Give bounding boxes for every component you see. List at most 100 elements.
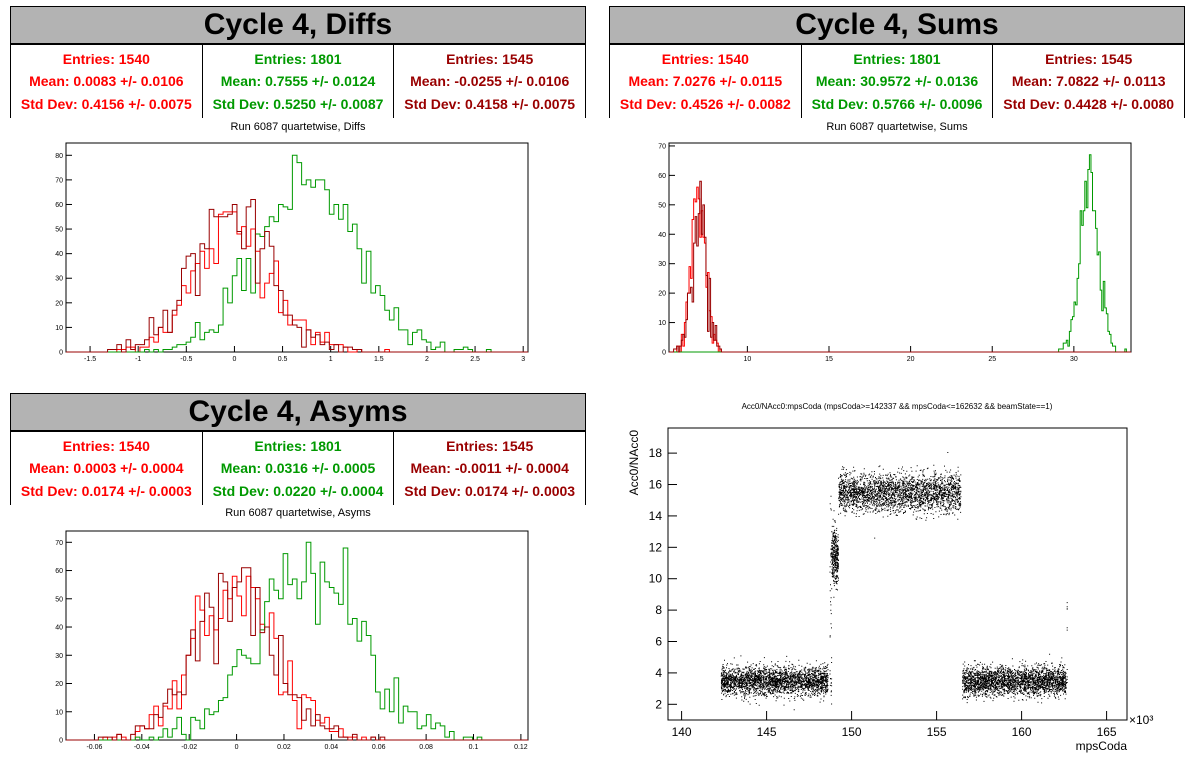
scatter-xlabel: mpsCoda xyxy=(1076,739,1128,753)
sums-ytick-label: 70 xyxy=(658,143,666,150)
asyms-xtick-label: 0.02 xyxy=(277,744,291,751)
asyms-xtick-label: 0.1 xyxy=(469,744,479,751)
sums-series-2 xyxy=(669,180,1131,353)
diffs-ytick-label: 40 xyxy=(55,251,63,258)
diffs-ytick-label: 80 xyxy=(55,153,63,160)
asyms-title: Cycle 4, Asyms xyxy=(10,393,586,431)
std-label: Std Dev: 0.0174 +/- 0.0003 xyxy=(404,482,576,499)
diffs-ytick-label: 20 xyxy=(55,300,63,307)
diffs-stat-red: Entries: 1540 Mean: 0.0083 +/- 0.0106 Std … xyxy=(11,45,203,118)
sums-stat-green: Entries: 1801 Mean: 30.9572 +/- 0.0136 Std… xyxy=(802,45,994,118)
mean-label: Mean: 0.0083 +/- 0.0106 xyxy=(29,73,184,90)
diffs-xtick-label: -0.5 xyxy=(180,356,192,363)
asyms-stat-green: Entries: 1801 Mean: 0.0316 +/- 0.0005 Std … xyxy=(203,432,395,505)
scatter-xtick-label: 140 xyxy=(672,725,692,739)
std-label: Std Dev: 0.5250 +/- 0.0087 xyxy=(212,95,384,112)
scatter-ytick-label: 16 xyxy=(649,478,663,492)
scatter-ytick-label: 18 xyxy=(649,446,663,460)
mean-label: Mean: -0.0011 +/- 0.0004 xyxy=(410,460,569,477)
diffs-xtick-label: 2.5 xyxy=(470,356,480,363)
diffs-xtick-label: 2 xyxy=(425,356,429,363)
mean-label: Mean: 7.0822 +/- 0.0113 xyxy=(1011,73,1166,90)
diffs-ytick-label: 70 xyxy=(55,177,63,184)
sums-series-0 xyxy=(669,186,1131,353)
diffs-ytick-label: 60 xyxy=(55,202,63,209)
diffs-xtick-label: 1.5 xyxy=(374,356,384,363)
asyms-ytick-label: 0 xyxy=(59,738,63,745)
sums-ytick-label: 50 xyxy=(658,202,666,209)
sums-stat-red: Entries: 1540 Mean: 7.0276 +/- 0.0115 Std … xyxy=(610,45,802,118)
asyms-xtick-label: 0.04 xyxy=(325,744,339,751)
sums-ytick-label: 20 xyxy=(658,291,666,298)
sums-xtick-label: 15 xyxy=(825,356,833,363)
asyms-xtick-label: 0.08 xyxy=(419,744,433,751)
asyms-ytick-label: 30 xyxy=(55,653,63,660)
sums-xtick-label: 25 xyxy=(988,356,996,363)
scatter-title: Acc0/NAcc0:mpsCoda (mpsCoda>=142337 && m… xyxy=(741,402,1053,411)
sums-xtick-label: 10 xyxy=(743,356,751,363)
sums-subtitle: Run 6087 quartetwise, Sums xyxy=(826,121,968,133)
scatter-xtick-label: 150 xyxy=(842,725,862,739)
std-label: Std Dev: 0.4526 +/- 0.0082 xyxy=(619,95,791,112)
scatter-ytick-label: 14 xyxy=(649,509,663,523)
asyms-xtick-label: 0 xyxy=(235,744,239,751)
asyms-series-0 xyxy=(66,575,528,741)
scatter-xtick-label: 155 xyxy=(927,725,947,739)
asyms-ytick-label: 50 xyxy=(55,596,63,603)
asyms-xtick-label: -0.04 xyxy=(134,744,150,751)
entries-label: Entries: 1545 xyxy=(446,51,534,68)
sums-series-1 xyxy=(669,154,1131,353)
scatter-ytick-label: 6 xyxy=(655,635,662,649)
asyms-ytick-label: 60 xyxy=(55,568,63,575)
asyms-xtick-label: 0.06 xyxy=(372,744,386,751)
sums-ytick-label: 40 xyxy=(658,232,666,239)
diffs-stat-green: Entries: 1801 Mean: 0.7555 +/- 0.0124 Std … xyxy=(203,45,395,118)
asyms-ytick-label: 10 xyxy=(55,709,63,716)
diffs-subtitle: Run 6087 quartetwise, Diffs xyxy=(230,121,366,133)
std-label: Std Dev: 0.4428 +/- 0.0080 xyxy=(1003,95,1175,112)
asyms-ytick-label: 40 xyxy=(55,625,63,632)
std-label: Std Dev: 0.0174 +/- 0.0003 xyxy=(20,482,192,499)
diffs-ytick-label: 50 xyxy=(55,227,63,234)
sums-stats: Entries: 1540 Mean: 7.0276 +/- 0.0115 Std … xyxy=(609,44,1185,118)
scatter-xtick-label: 165 xyxy=(1097,725,1117,739)
diffs-title: Cycle 4, Diffs xyxy=(10,6,586,44)
diffs-series-1 xyxy=(66,154,528,353)
scatter-ytick-label: 8 xyxy=(655,603,662,617)
diffs-ytick-label: 0 xyxy=(59,350,63,357)
entries-label: Entries: 1540 xyxy=(661,51,749,68)
sums-ytick-label: 60 xyxy=(658,173,666,180)
scatter-ytick-label: 10 xyxy=(649,572,663,586)
entries-label: Entries: 1545 xyxy=(446,438,534,455)
asyms-ytick-label: 20 xyxy=(55,681,63,688)
scatter-xtick-label: 160 xyxy=(1012,725,1032,739)
asyms-stat-darkred: Entries: 1545 Mean: -0.0011 +/- 0.0004 Std… xyxy=(394,432,585,505)
sums-frame xyxy=(668,142,1132,353)
scatter-ylabel: Acc0/NAcc0 xyxy=(627,430,641,496)
sums-title: Cycle 4, Sums xyxy=(609,6,1185,44)
mean-label: Mean: 7.0276 +/- 0.0115 xyxy=(628,73,783,90)
mean-label: Mean: 0.0316 +/- 0.0005 xyxy=(220,460,376,477)
asyms-series-1 xyxy=(66,541,528,741)
asyms-xtick-label: -0.02 xyxy=(181,744,197,751)
diffs-frame xyxy=(65,142,529,353)
std-label: Std Dev: 0.4156 +/- 0.0075 xyxy=(20,95,192,112)
diffs-xtick-label: -1 xyxy=(135,356,141,363)
asyms-series-2 xyxy=(66,567,528,741)
sums-xtick-label: 20 xyxy=(907,356,915,363)
diffs-series-2 xyxy=(66,199,528,353)
entries-label: Entries: 1540 xyxy=(62,438,150,455)
sums-ytick-label: 30 xyxy=(658,261,666,268)
mean-label: Mean: -0.0255 +/- 0.0106 xyxy=(410,73,570,90)
std-label: Std Dev: 0.0220 +/- 0.0004 xyxy=(212,482,384,499)
mean-label: Mean: 0.7555 +/- 0.0124 xyxy=(220,73,376,90)
entries-label: Entries: 1801 xyxy=(254,51,342,68)
asyms-stat-red: Entries: 1540 Mean: 0.0003 +/- 0.0004 Std … xyxy=(11,432,203,505)
sums-ytick-label: 10 xyxy=(658,320,666,327)
diffs-stats: Entries: 1540 Mean: 0.0083 +/- 0.0106 Std … xyxy=(10,44,586,118)
asyms-frame xyxy=(65,530,529,741)
diffs-stat-darkred: Entries: 1545 Mean: -0.0255 +/- 0.0106 Std… xyxy=(394,45,585,118)
diffs-xtick-label: 1 xyxy=(329,356,333,363)
scatter-xtick-label: 145 xyxy=(757,725,777,739)
